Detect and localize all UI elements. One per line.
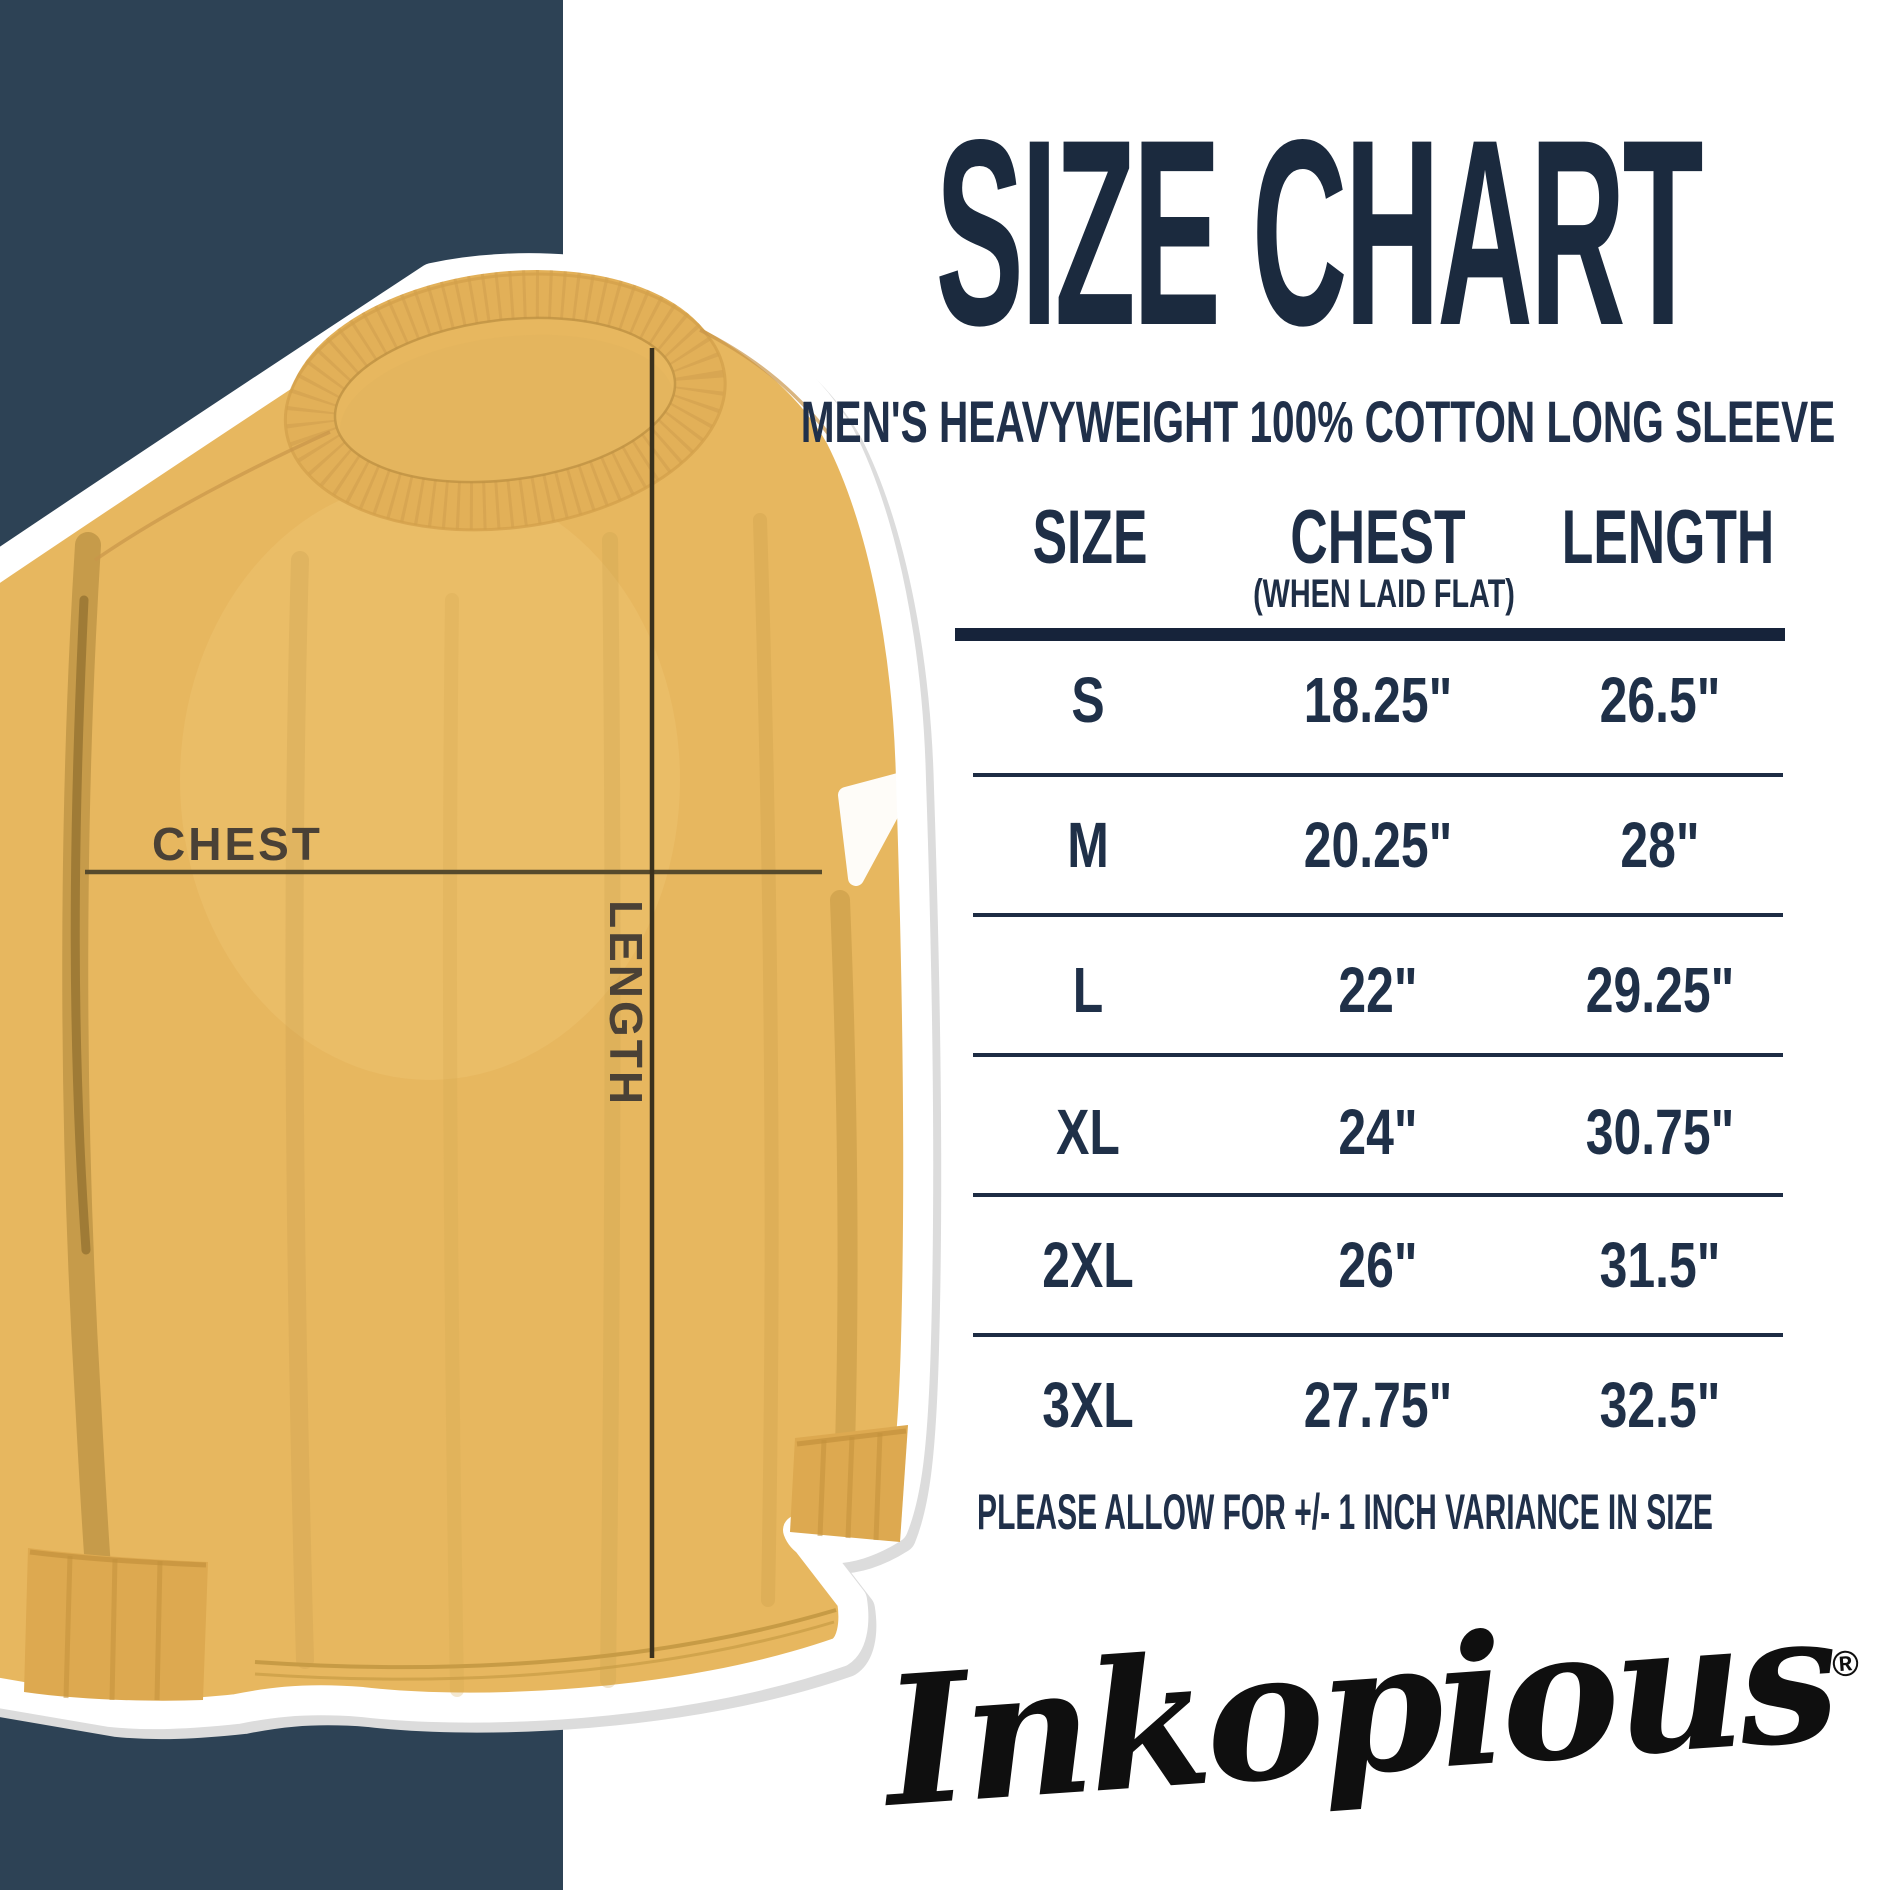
chest-cell: 26": [1338, 1229, 1418, 1301]
measurement-overlay: CHEST LENGTH: [85, 348, 822, 1658]
chest-cell: 24": [1338, 1096, 1418, 1168]
column-header-chest: CHEST: [1290, 495, 1466, 580]
registered-mark: ®: [1830, 1642, 1861, 1685]
fabric-highlight: [180, 480, 680, 1080]
table-divider: [973, 1193, 1783, 1197]
chest-subnote: (WHEN LAID FLAT): [1253, 572, 1515, 616]
hem-stitching: [254, 1608, 837, 1681]
length-cell: 29.25": [1585, 954, 1735, 1026]
column-header-length: LENGTH: [1561, 495, 1775, 580]
length-cell: 30.75": [1585, 1096, 1735, 1168]
chest-cell: 18.25": [1303, 664, 1453, 736]
size-cell: XL: [1056, 1096, 1120, 1168]
page-subtitle: MEN'S HEAVYWEIGHT 100% COTTON LONG SLEEV…: [800, 390, 1836, 455]
right-cuff: [790, 1425, 908, 1542]
table-divider: [973, 773, 1783, 777]
table-header-rule: [955, 628, 1785, 641]
length-cell: 31.5": [1599, 1229, 1721, 1301]
variance-note: PLEASE ALLOW FOR +/- 1 INCH VARIANCE IN …: [977, 1484, 1713, 1540]
size-cell: L: [1072, 954, 1104, 1026]
shoulder-seams: [94, 328, 832, 562]
column-header-size: SIZE: [1032, 495, 1148, 580]
armpit-notch: [838, 770, 918, 886]
collar: [283, 270, 727, 532]
left-cuff: [24, 1548, 208, 1701]
length-cell: 26.5": [1599, 664, 1721, 736]
length-cell: 32.5": [1599, 1369, 1721, 1441]
chest-label: CHEST: [152, 818, 323, 870]
size-cell: 2XL: [1042, 1229, 1134, 1301]
length-label: LENGTH: [600, 900, 652, 1107]
table-divider: [973, 1053, 1783, 1057]
chest-cell: 27.75": [1303, 1369, 1453, 1441]
page-title: SIZE CHART: [935, 85, 1704, 381]
right-sleeve-crease: [830, 890, 858, 1490]
table-divider: [973, 913, 1783, 917]
size-cell: M: [1067, 809, 1109, 881]
size-cell: S: [1071, 664, 1105, 736]
chest-cell: 22": [1338, 954, 1418, 1026]
chest-cell: 20.25": [1303, 809, 1453, 881]
shirt-silhouette: [0, 253, 934, 1730]
length-cell: 28": [1620, 809, 1700, 881]
table-divider: [973, 1333, 1783, 1337]
fabric-folds: [285, 513, 779, 1697]
size-cell: 3XL: [1042, 1369, 1134, 1441]
